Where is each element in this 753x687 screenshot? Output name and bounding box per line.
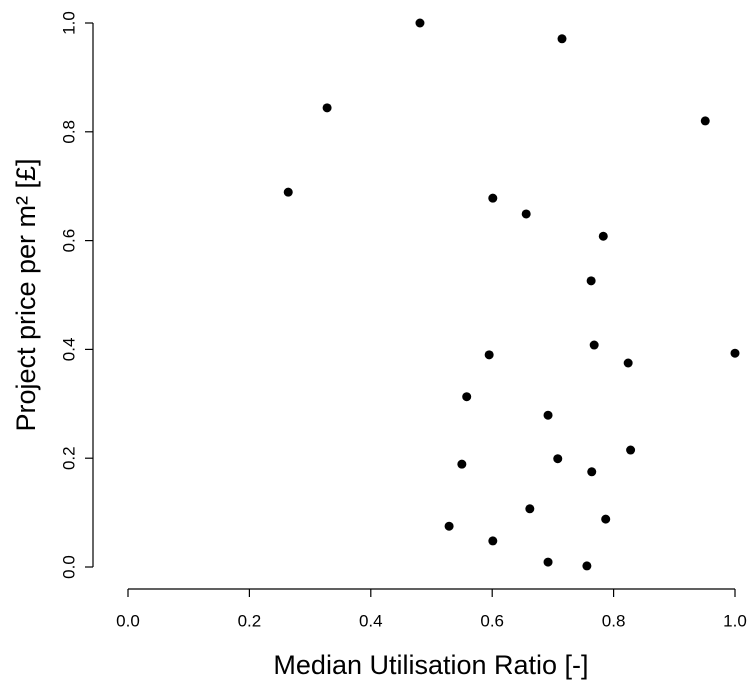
point: [598, 231, 608, 241]
y-axis-title: Project price per m² [£]: [11, 158, 41, 431]
y-tick-label: 0.4: [59, 338, 78, 362]
y-tick-label: 0.0: [59, 555, 78, 579]
point: [543, 557, 553, 567]
point: [730, 348, 740, 358]
x-tick-label: 1.0: [723, 611, 747, 630]
point: [444, 521, 454, 531]
point: [462, 392, 472, 402]
y-tick-label: 0.2: [59, 446, 78, 470]
point: [488, 193, 498, 203]
x-tick-label: 0.8: [602, 611, 626, 630]
point: [553, 454, 563, 464]
point: [587, 467, 597, 477]
point: [623, 358, 633, 368]
x-axis-title: Median Utilisation Ratio [-]: [273, 650, 588, 680]
x-tick-label: 0.2: [238, 611, 262, 630]
point: [557, 34, 567, 44]
point: [521, 209, 531, 219]
y-tick-label: 0.6: [59, 229, 78, 253]
x-tick-label: 0.6: [480, 611, 504, 630]
point: [283, 187, 293, 197]
y-tick-label: 0.8: [59, 120, 78, 144]
y-tick-label: 1.0: [59, 11, 78, 35]
x-tick-label: 0.4: [359, 611, 383, 630]
point: [543, 410, 553, 420]
point: [484, 350, 494, 360]
point: [525, 504, 535, 514]
point: [322, 103, 332, 113]
point: [601, 514, 611, 524]
point: [589, 340, 599, 350]
point: [700, 116, 710, 126]
point: [457, 459, 467, 469]
point: [626, 445, 636, 455]
point: [488, 536, 498, 546]
point: [415, 18, 425, 28]
x-tick-label: 0.0: [116, 611, 140, 630]
point: [582, 561, 592, 571]
point: [586, 276, 596, 286]
